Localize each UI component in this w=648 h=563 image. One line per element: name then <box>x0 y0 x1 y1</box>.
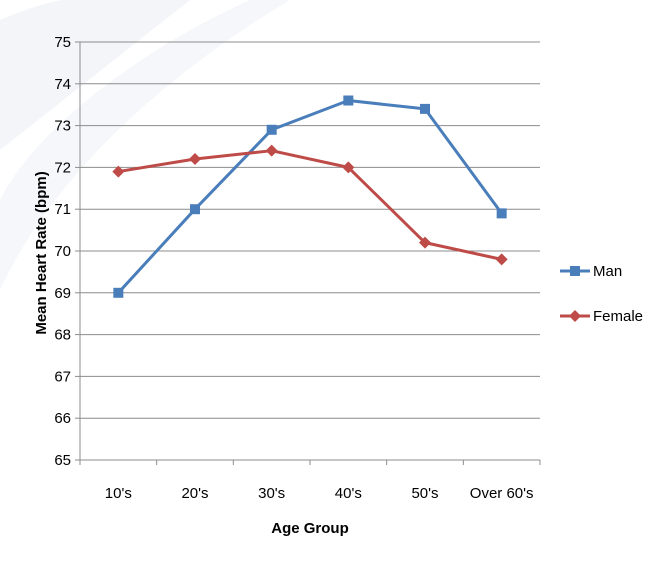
y-tick-label: 72 <box>54 159 71 176</box>
x-axis-title: Age Group <box>271 520 349 537</box>
data-point-man <box>113 287 124 298</box>
y-tick-label: 69 <box>54 285 71 302</box>
x-tick-label: 40's <box>335 485 362 502</box>
legend-label-female: Female <box>593 308 643 325</box>
data-point-female <box>342 161 355 174</box>
y-tick-label: 71 <box>54 201 71 218</box>
y-tick-label: 66 <box>54 410 71 427</box>
data-point-female <box>112 165 125 178</box>
legend-item-man: Man <box>560 263 622 280</box>
axes: 65 66 67 68 69 70 71 72 73 74 75 10's 20's 30's 40's 50… <box>54 34 541 502</box>
series-line-female <box>116 149 504 261</box>
data-point-man <box>343 95 354 106</box>
data-point-man <box>190 204 200 215</box>
y-tick-label: 73 <box>54 118 71 135</box>
x-tick-label: 30's <box>258 485 285 502</box>
series-group <box>112 95 508 298</box>
legend-marker-female <box>569 310 581 322</box>
x-tick-label: Over 60's <box>470 485 534 502</box>
data-point-man <box>496 208 507 219</box>
y-tick-label: 70 <box>54 243 71 260</box>
y-tick-label: 65 <box>54 452 71 469</box>
x-tick-label: 20's <box>181 485 208 502</box>
series-man <box>113 95 507 298</box>
y-tick-label: 74 <box>54 76 71 93</box>
legend: Man Female <box>560 263 643 325</box>
y-axis-title: Mean Heart Rate (bpm) <box>33 171 50 334</box>
x-tick-label: 10's <box>105 485 132 502</box>
series-line-man <box>116 99 504 295</box>
data-point-female <box>189 153 201 166</box>
data-point-man <box>420 103 430 114</box>
gridlines <box>80 41 540 461</box>
x-tick-label: 50's <box>411 485 438 502</box>
y-tick-label: 67 <box>54 368 71 385</box>
series-female <box>112 144 508 266</box>
y-tick-label: 68 <box>54 327 71 344</box>
data-point-man <box>266 124 277 135</box>
legend-label-man: Man <box>593 263 622 280</box>
data-point-female <box>495 253 508 266</box>
data-point-female <box>419 236 431 249</box>
background-decoration <box>0 0 290 290</box>
y-tick-label: 75 <box>54 34 71 51</box>
data-point-female <box>265 144 278 157</box>
legend-item-female: Female <box>560 308 643 325</box>
legend-marker-man <box>570 266 580 276</box>
